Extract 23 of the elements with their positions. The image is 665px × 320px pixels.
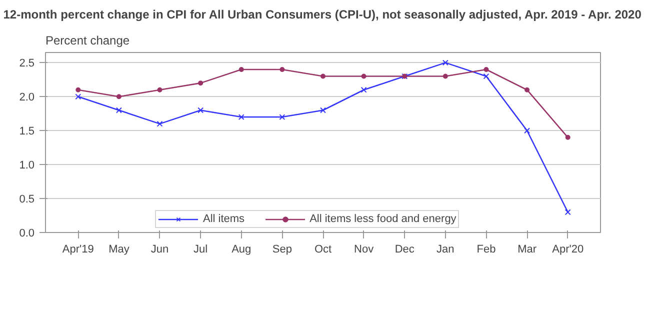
x-tick-label: Dec — [394, 244, 415, 256]
x-tick-label: Jun — [150, 244, 169, 256]
legend-label: All items — [203, 213, 245, 225]
x-tick-label: May — [108, 244, 130, 256]
y-tick-label: 1.5 — [19, 126, 35, 138]
x-tick-label: Apr'19 — [62, 244, 94, 256]
y-tick-label: 2.0 — [19, 92, 35, 104]
y-tick-label: 0.5 — [19, 194, 35, 206]
x-tick-label: Mar — [518, 244, 537, 256]
x-tick-label: Jan — [436, 244, 454, 256]
chart-title: 12-month percent change in CPI for All Urban Consumers (CPI-U), not seasonally adjusted, Apr. 2019 - Apr. 2020 — [3, 8, 642, 22]
legend-label: All items less food and energy — [310, 213, 456, 225]
y-tick-label: 0.0 — [19, 228, 35, 240]
x-tick-label: Feb — [476, 244, 496, 256]
x-tick-label: Oct — [314, 244, 332, 256]
x-tick-label: Nov — [354, 244, 374, 256]
y-tick-label: 1.0 — [19, 160, 35, 172]
y-tick-label: 2.5 — [19, 58, 35, 70]
x-tick-label: Sep — [272, 244, 292, 256]
y-axis-title: Percent change — [46, 34, 130, 48]
x-tick-label: Apr'20 — [552, 244, 584, 256]
x-tick-label: Jul — [194, 244, 208, 256]
x-tick-label: Aug — [232, 244, 252, 256]
